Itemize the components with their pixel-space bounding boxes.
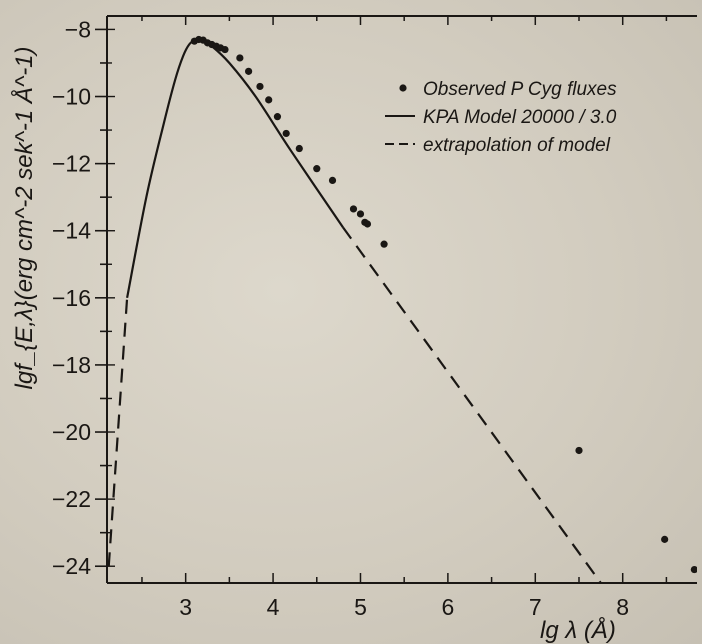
observed-flux-point <box>349 205 358 213</box>
extrapolation-line <box>342 226 602 583</box>
observed-flux-point <box>245 67 253 75</box>
observed-flux-point <box>380 240 388 248</box>
y-tick-label: −24 <box>52 553 91 579</box>
observed-flux-point <box>575 446 583 455</box>
extrapolation-line <box>107 297 129 567</box>
legend-label: KPA Model 20000 / 3.0 <box>423 107 617 128</box>
y-tick-label: −22 <box>52 486 91 512</box>
observed-flux-point <box>690 565 697 574</box>
y-tick-label: −12 <box>52 151 91 177</box>
x-tick-label: 4 <box>267 594 280 620</box>
observed-flux-point <box>265 96 273 104</box>
y-axis-label: lgf_{E,λ}(erg cm^-2 sek^-1 Å^-1) <box>10 46 38 389</box>
observed-flux-point <box>661 535 669 543</box>
y-tick-label: −18 <box>52 352 91 378</box>
observed-flux-point <box>236 54 244 62</box>
y-tick-label: −10 <box>52 84 91 110</box>
observed-flux-point <box>356 210 365 218</box>
observed-flux-point <box>363 220 372 228</box>
x-tick-label: 7 <box>529 594 542 620</box>
x-axis-label: lg λ (Å) <box>540 616 616 644</box>
x-tick-label: 5 <box>354 594 367 620</box>
observed-flux-point <box>313 165 321 173</box>
plot-area <box>107 35 697 583</box>
observed-flux-point <box>282 129 290 138</box>
x-tick-label: 6 <box>441 594 454 620</box>
y-tick-label: −14 <box>52 218 91 244</box>
axes: −8 −10 −12 −14 −16 −18 −20 −22 −24 3 4 5 6 7 8 <box>52 15 697 620</box>
observed-flux-point <box>328 176 337 184</box>
model-line <box>126 39 344 299</box>
y-tick-label: −16 <box>52 285 91 311</box>
x-tick-label: 3 <box>179 594 192 620</box>
legend-label: Observed P Cyg fluxes <box>423 79 617 100</box>
y-tick-label: −8 <box>65 16 91 42</box>
legend-label: extrapolation of model <box>423 135 611 156</box>
observed-flux-point <box>273 113 282 121</box>
observed-flux-point <box>221 45 229 54</box>
y-tick-label: −20 <box>52 419 91 445</box>
observed-flux-point <box>256 82 264 91</box>
legend-marker-points <box>399 84 407 92</box>
legend: Observed P Cyg fluxes KPA Model 20000 / 3… <box>385 79 617 156</box>
x-tick-label: 8 <box>616 594 629 620</box>
observed-flux-point <box>295 144 303 153</box>
